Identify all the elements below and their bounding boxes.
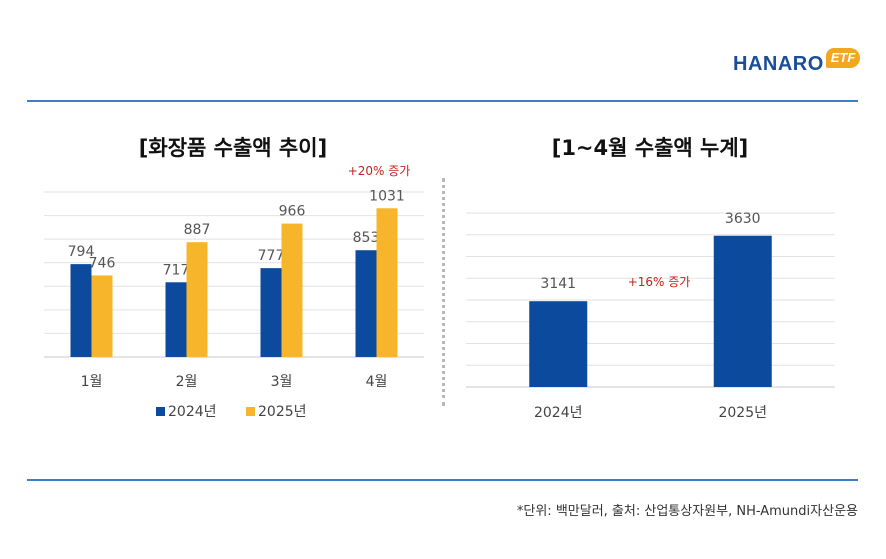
data-label: 887 — [184, 222, 211, 238]
data-label: 746 — [89, 255, 116, 271]
bar-2025 — [376, 208, 398, 357]
data-label: 3141 — [540, 276, 576, 292]
category-label: 2월 — [176, 374, 198, 390]
bar-2025 — [186, 242, 208, 357]
bar-2024 — [70, 264, 92, 357]
bar-2025 — [91, 275, 113, 357]
legend-swatch — [156, 407, 165, 416]
bar-cumulative — [529, 301, 588, 387]
cumulative-chart-title: [1~4월 수출액 누계] — [551, 136, 749, 160]
bar-cumulative — [713, 235, 772, 387]
legend-label: 2024년 — [168, 404, 217, 420]
bottom-rule — [27, 479, 858, 481]
source-footnote: *단위: 백만달러, 출처: 산업통상자원부, NH-Amundi자산운용 — [516, 504, 858, 519]
bar-2024 — [260, 268, 282, 357]
data-label: 3630 — [725, 211, 761, 227]
category-label: 2024년 — [534, 405, 583, 421]
bar-2024 — [165, 282, 187, 357]
data-label: 853 — [353, 230, 380, 246]
category-label: 3월 — [271, 374, 293, 390]
chart-divider — [442, 178, 445, 406]
bar-2024 — [355, 250, 377, 357]
bar-2025 — [281, 223, 303, 357]
top-rule — [27, 100, 858, 102]
etf-badge: ETF — [826, 48, 860, 68]
data-label: 966 — [279, 204, 306, 220]
data-label: 717 — [163, 262, 190, 278]
data-label: 794 — [68, 244, 95, 260]
legend-swatch — [246, 407, 255, 416]
category-label: 1월 — [81, 374, 103, 390]
growth-annotation: +16% 증가 — [628, 275, 691, 289]
data-label: 1031 — [369, 188, 405, 204]
monthly-chart-title: [화장품 수출액 추이] — [138, 136, 328, 160]
legend-label: 2025년 — [258, 404, 307, 420]
category-label: 2025년 — [718, 405, 767, 421]
data-label: 777 — [258, 248, 285, 264]
category-label: 4월 — [366, 374, 388, 390]
logo-text: HANARO — [733, 53, 824, 75]
growth-annotation: +20% 증가 — [348, 164, 411, 178]
